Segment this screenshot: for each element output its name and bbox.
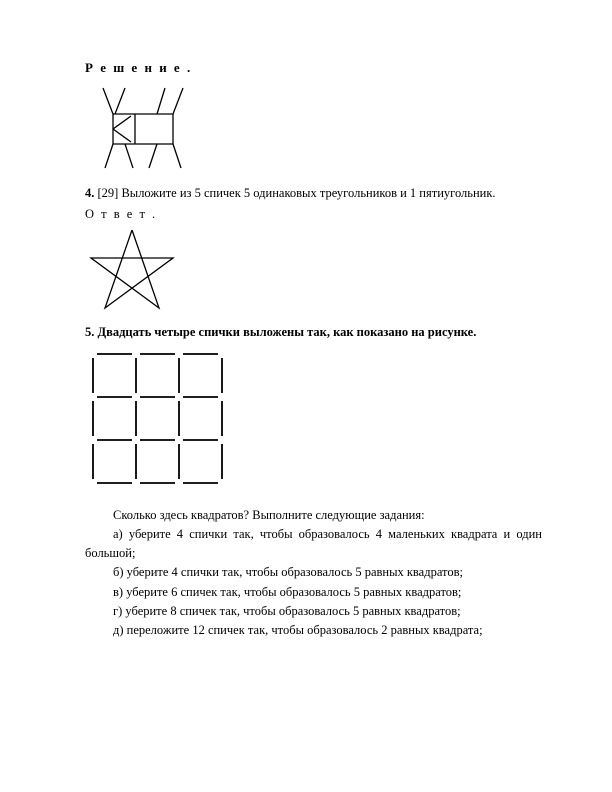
task-e: д) переложите 12 спичек так, чтобы образ…	[85, 621, 542, 640]
problem-5-text: Двадцать четыре спички выложены так, как…	[98, 325, 477, 339]
task-a: а) уберите 4 спички так, чтобы образовал…	[85, 525, 542, 564]
answer-label: О т в е т .	[85, 207, 542, 222]
task-c: в) уберите 6 спичек так, чтобы образовал…	[85, 583, 542, 602]
figure-cow	[85, 82, 542, 172]
task-d: г) уберите 8 спичек так, чтобы образовал…	[85, 602, 542, 621]
problem-4: 4. [29] Выложите из 5 спичек 5 одинаковы…	[85, 184, 542, 203]
problem-4-text: Выложите из 5 спичек 5 одинаковых треуго…	[121, 186, 495, 200]
task-b: б) уберите 4 спички так, чтобы образовал…	[85, 563, 542, 582]
problem-5: 5. Двадцать четыре спички выложены так, …	[85, 323, 542, 342]
solution-label: Р е ш е н и е .	[85, 60, 542, 76]
figure-grid	[85, 346, 542, 496]
figure-star	[85, 226, 542, 311]
tasks-intro: Сколько здесь квадратов? Выполните следу…	[85, 508, 542, 523]
problem-5-number: 5.	[85, 325, 94, 339]
problem-4-ref: [29]	[98, 186, 119, 200]
problem-4-number: 4.	[85, 186, 94, 200]
